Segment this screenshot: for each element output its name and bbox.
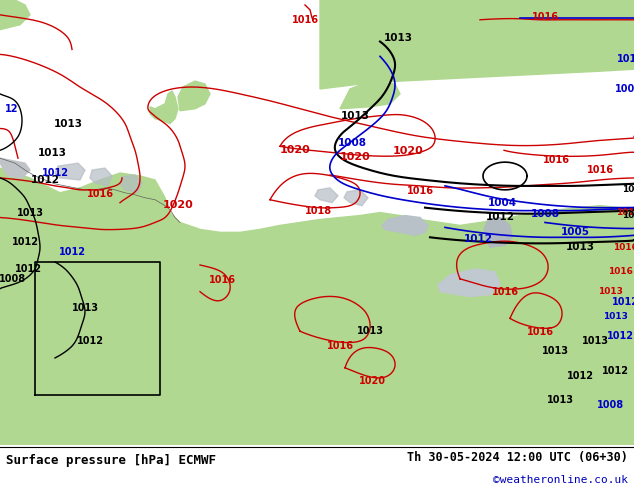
Text: ©weatheronline.co.uk: ©weatheronline.co.uk	[493, 475, 628, 485]
Text: 1020: 1020	[340, 152, 370, 162]
Text: 12: 12	[5, 104, 19, 114]
Text: 1016: 1016	[607, 268, 633, 276]
Text: 1016: 1016	[531, 12, 559, 22]
Polygon shape	[150, 91, 178, 123]
Text: 1013: 1013	[356, 326, 384, 336]
Text: 1020: 1020	[392, 147, 424, 156]
Text: 1016: 1016	[406, 186, 434, 196]
Polygon shape	[484, 218, 512, 247]
Text: 1005: 1005	[621, 211, 634, 220]
Text: Th 30-05-2024 12:00 UTC (06+30): Th 30-05-2024 12:00 UTC (06+30)	[407, 451, 628, 464]
Text: 1013: 1013	[37, 148, 67, 158]
Polygon shape	[510, 30, 540, 49]
Text: 1013: 1013	[566, 242, 595, 252]
Polygon shape	[344, 190, 368, 206]
Polygon shape	[315, 188, 338, 203]
Text: 1012: 1012	[463, 234, 493, 245]
Text: 1012: 1012	[77, 336, 103, 346]
Polygon shape	[560, 22, 590, 42]
Polygon shape	[550, 0, 634, 30]
Text: 1013: 1013	[602, 312, 628, 321]
Text: 1008: 1008	[337, 138, 366, 148]
Text: 1013: 1013	[53, 119, 82, 128]
Text: 1012: 1012	[602, 366, 628, 376]
Polygon shape	[340, 81, 400, 109]
Text: 1012: 1012	[11, 237, 39, 247]
Polygon shape	[320, 0, 634, 89]
Text: 1012: 1012	[41, 168, 68, 178]
Text: 1016: 1016	[543, 155, 569, 165]
Text: 1016: 1016	[327, 341, 354, 351]
Polygon shape	[438, 269, 500, 296]
Polygon shape	[90, 168, 112, 186]
Text: 1016: 1016	[586, 165, 614, 175]
Text: 1012: 1012	[15, 264, 41, 274]
Text: 1013: 1013	[581, 336, 609, 346]
Text: 1013: 1013	[16, 208, 44, 218]
Polygon shape	[0, 168, 634, 445]
Text: 1012: 1012	[612, 296, 634, 307]
Text: 1013: 1013	[541, 346, 569, 356]
Text: 1008: 1008	[597, 400, 624, 410]
Polygon shape	[178, 81, 210, 111]
Polygon shape	[0, 158, 30, 178]
Text: 1016: 1016	[292, 15, 318, 25]
Text: Surface pressure [hPa] ECMWF: Surface pressure [hPa] ECMWF	[6, 454, 216, 467]
Text: 1020: 1020	[358, 376, 385, 386]
Text: 1013: 1013	[547, 395, 574, 405]
Text: 1012: 1012	[30, 175, 60, 185]
Text: 1013: 1013	[340, 111, 370, 121]
Text: 1018: 1018	[304, 206, 332, 216]
Text: 1004: 1004	[488, 197, 517, 208]
Polygon shape	[120, 175, 142, 193]
Text: 1016: 1016	[616, 54, 634, 64]
Text: 1008: 1008	[614, 84, 634, 94]
Text: 1013: 1013	[384, 32, 413, 43]
Text: 1016: 1016	[86, 189, 113, 199]
Text: 1013: 1013	[616, 208, 634, 217]
Text: 1012: 1012	[486, 212, 515, 221]
Text: 1005: 1005	[560, 227, 590, 237]
Text: 1016: 1016	[491, 287, 519, 296]
Text: 1012: 1012	[607, 331, 633, 341]
Polygon shape	[55, 163, 85, 180]
Text: 1012: 1012	[58, 247, 86, 257]
Text: 1013: 1013	[72, 303, 98, 314]
Text: 1016: 1016	[209, 275, 235, 285]
Text: 1016: 1016	[612, 243, 634, 252]
Polygon shape	[0, 0, 30, 30]
Polygon shape	[382, 216, 428, 235]
Text: 1020: 1020	[280, 145, 311, 155]
Text: 1013: 1013	[621, 185, 634, 195]
Text: 1012: 1012	[567, 371, 593, 381]
Text: 1020: 1020	[163, 199, 193, 210]
Text: 1008: 1008	[0, 274, 25, 284]
Text: 1013: 1013	[598, 287, 623, 296]
Text: 1008: 1008	[531, 209, 559, 219]
Text: 1016: 1016	[526, 327, 553, 337]
